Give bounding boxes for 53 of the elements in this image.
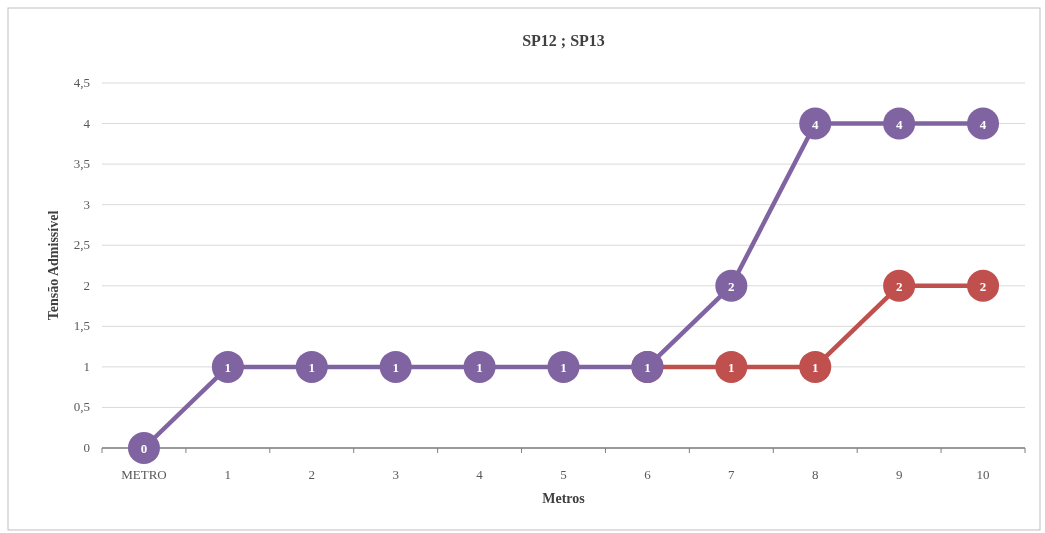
data-label: 1: [308, 359, 316, 375]
point: [799, 107, 832, 140]
data-label: 1: [392, 359, 399, 375]
point: [799, 350, 832, 383]
point: [295, 350, 328, 383]
y-tick-label: 1: [83, 358, 90, 374]
x-tick-label: METRO: [121, 467, 167, 482]
point: [967, 107, 1000, 140]
data-label: 1: [560, 359, 567, 375]
point: [715, 269, 748, 302]
data-label: 1: [476, 359, 483, 375]
point: [379, 350, 412, 383]
x-tick-label: 1: [224, 467, 232, 482]
y-tick-label: 0,5: [73, 399, 90, 415]
point: [883, 107, 916, 140]
y-tick-label: 0: [83, 440, 90, 455]
data-label: 1: [728, 359, 735, 375]
point: [547, 350, 580, 383]
data-label: 2: [728, 278, 735, 294]
x-tick-label: 10: [976, 467, 990, 482]
data-label: 1: [811, 359, 819, 375]
point: [883, 269, 916, 302]
data-label: 2: [979, 278, 987, 294]
x-tick-label: 5: [560, 467, 567, 482]
data-label: 1: [644, 359, 651, 375]
y-tick-label: 4: [83, 115, 91, 131]
chart-title: SP12 ; SP13: [522, 32, 605, 49]
x-tick-label: 8: [811, 467, 819, 482]
point: [127, 432, 160, 464]
y-tick-label: 3: [83, 196, 90, 212]
x-tick-label: 9: [895, 467, 903, 482]
x-tick-label: 4: [476, 467, 484, 482]
point: [715, 350, 748, 383]
y-tick-label: 3,5: [73, 156, 90, 172]
y-tick-label: 1,5: [73, 318, 90, 334]
data-label: 4: [979, 116, 987, 132]
point: [211, 350, 244, 383]
x-tick-label: 7: [728, 467, 736, 482]
y-tick-label: 4,5: [73, 75, 90, 90]
data-label: 4: [895, 116, 903, 132]
x-tick-label: 3: [392, 467, 399, 482]
data-label: 2: [895, 278, 903, 294]
y-tick-label: 2,5: [73, 237, 90, 253]
x-tick-label: 2: [308, 467, 316, 482]
data-label: 1: [224, 359, 232, 375]
point: [463, 350, 496, 383]
point: [967, 269, 1000, 302]
data-label: 4: [811, 116, 819, 132]
x-axis-title: Metros: [542, 491, 586, 506]
x-tick-label: 6: [644, 467, 652, 482]
y-tick-label: 2: [83, 277, 90, 293]
y-axis-title: Tensão Admissível: [46, 210, 61, 321]
data-label: 0: [140, 441, 148, 456]
